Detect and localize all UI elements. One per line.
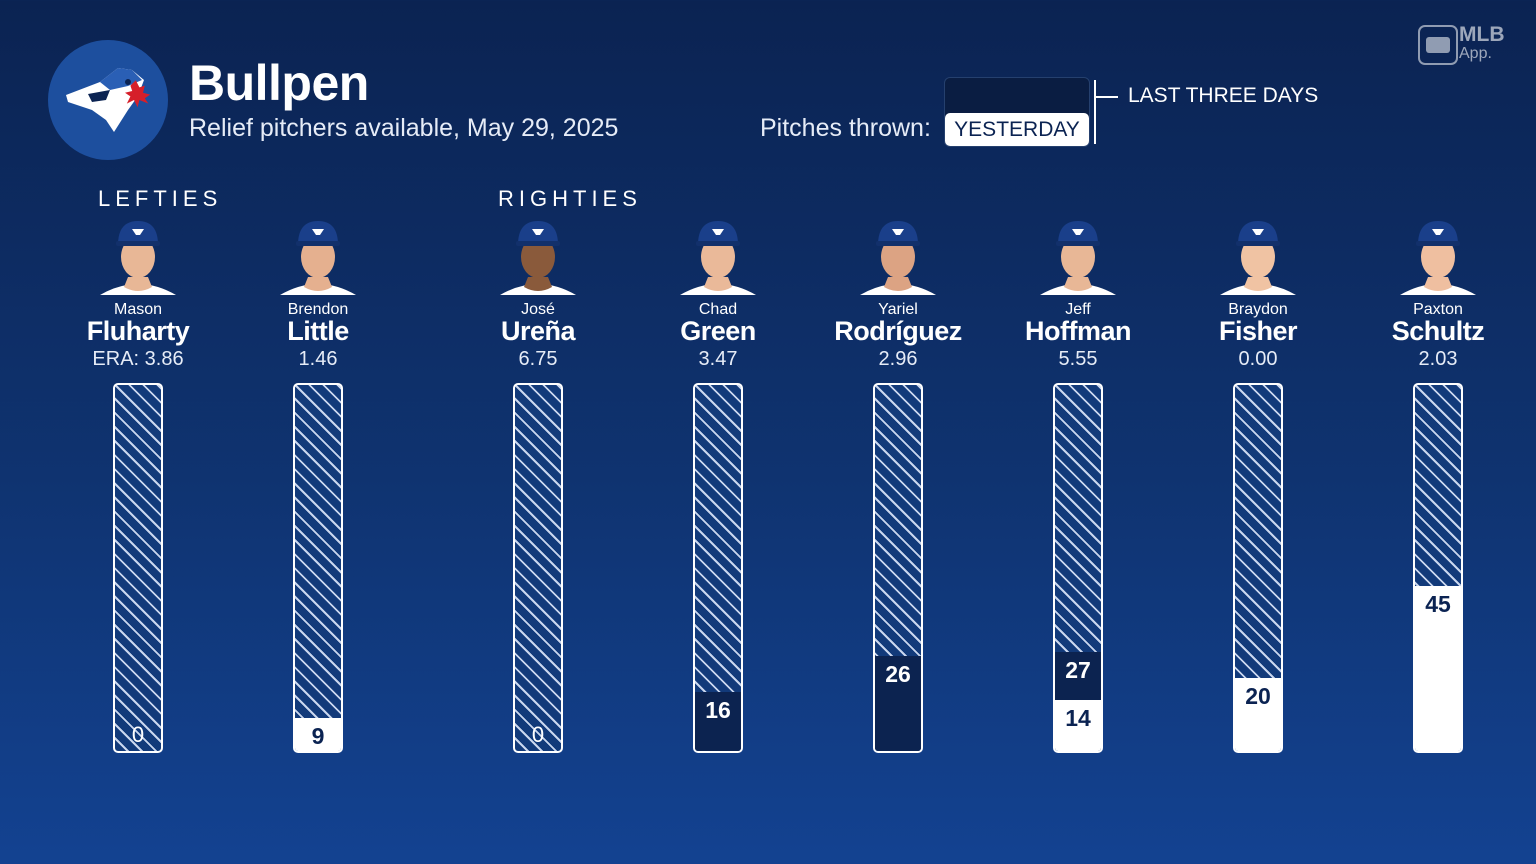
player-era: 6.75: [518, 348, 558, 370]
blue-jays-logo: [48, 40, 168, 160]
bar-segment-yesterday: [1235, 678, 1281, 751]
data-label-yesterday: 9: [311, 723, 325, 749]
player-era: 0.00: [1238, 348, 1278, 370]
player-column: Mason Fluharty ERA: 3.86 0: [53, 215, 223, 755]
mlb-logo-icon: [1418, 25, 1458, 65]
pitch-count-bar: 27 14: [1053, 383, 1103, 753]
data-label-three-days: 27: [1065, 657, 1091, 683]
player-headshot: [1038, 215, 1118, 295]
toggle-option-yesterday[interactable]: YESTERDAY: [945, 113, 1089, 146]
player-headshot: [858, 215, 938, 295]
app-wordmark: App.: [1459, 45, 1492, 62]
player-last-name: Ureña: [500, 316, 576, 346]
pitch-count-bar: 9: [293, 383, 343, 753]
pitches-toggle[interactable]: YESTERDAY: [944, 77, 1090, 147]
pitch-count-bar: 26: [873, 383, 923, 753]
player-last-name: Fisher: [1218, 316, 1298, 346]
data-label-three-days: 26: [885, 661, 911, 687]
player-column: Jeff Hoffman 5.55 27 14: [993, 215, 1163, 755]
data-label-three-days: 16: [705, 697, 731, 723]
bar-segment-yesterday: [295, 718, 341, 751]
page-subtitle: Relief pitchers available, May 29, 2025: [189, 114, 619, 142]
player-last-name: Fluharty: [86, 316, 190, 346]
bar-segment-yesterday: [1055, 700, 1101, 751]
player-last-name: Green: [680, 316, 756, 346]
player-first-name: Brendon: [287, 301, 349, 318]
page-title: Bullpen: [189, 55, 369, 111]
bar-segment-yesterday: [1415, 586, 1461, 751]
player-last-name: Little: [287, 316, 349, 346]
pitch-count-bar: 16: [693, 383, 743, 753]
player-era: 5.55: [1058, 348, 1098, 370]
data-label-yesterday: 14: [1065, 705, 1091, 731]
pitch-count-bar: 45: [1413, 383, 1463, 753]
player-headshot: [1398, 215, 1478, 295]
player-era: 3.47: [698, 348, 738, 370]
player-last-name: Rodríguez: [834, 316, 962, 346]
legend-last-three-days: LAST THREE DAYS: [1128, 84, 1319, 107]
player-headshot: [1218, 215, 1298, 295]
section-righties: RIGHTIES: [498, 186, 642, 211]
player-first-name: Yariel: [878, 301, 918, 318]
bar-segment-three-days: [875, 656, 921, 751]
player-column: Braydon Fisher 0.00 20: [1173, 215, 1343, 755]
mlb-wordmark: MLB: [1459, 23, 1505, 46]
data-label-yesterday: 0: [531, 722, 545, 747]
player-column: Brendon Little 1.46 9: [233, 215, 403, 755]
pitch-count-bar: 0: [113, 383, 163, 753]
legend-bracket-tick: [1094, 96, 1118, 98]
player-headshot: [98, 215, 178, 295]
bar-segment-three-days: [695, 692, 741, 751]
mlb-app-badge: MLB App.: [1418, 23, 1510, 65]
player-first-name: Braydon: [1228, 301, 1288, 318]
player-era: 2.96: [878, 348, 918, 370]
player-first-name: Chad: [698, 301, 738, 318]
player-last-name: Hoffman: [1025, 316, 1132, 346]
pitch-count-bar: 20: [1233, 383, 1283, 753]
player-column: Chad Green 3.47 16: [633, 215, 803, 755]
player-first-name: Paxton: [1413, 301, 1463, 318]
blue-jay-icon: [66, 68, 151, 132]
player-headshot: [678, 215, 758, 295]
data-label-yesterday: 20: [1245, 683, 1271, 709]
player-last-name: Schultz: [1391, 316, 1485, 346]
pitch-count-bar: 0: [513, 383, 563, 753]
pitches-thrown-label: Pitches thrown:: [760, 114, 931, 142]
data-label-yesterday: 45: [1425, 591, 1451, 617]
player-column: Paxton Schultz 2.03 45: [1353, 215, 1523, 755]
data-label-yesterday: 0: [131, 722, 145, 747]
player-headshot: [498, 215, 578, 295]
player-era: 1.46: [298, 348, 338, 370]
player-column: José Ureña 6.75 0: [453, 215, 623, 755]
player-first-name: Mason: [113, 301, 163, 318]
player-first-name: José: [521, 301, 555, 318]
section-lefties: LEFTIES: [98, 186, 223, 211]
player-era: ERA: 3.86: [92, 348, 184, 370]
legend-bracket: [1094, 80, 1096, 144]
player-first-name: Jeff: [1065, 301, 1091, 318]
player-column: Yariel Rodríguez 2.96 26: [813, 215, 983, 755]
player-headshot: [278, 215, 358, 295]
player-era: 2.03: [1418, 348, 1458, 370]
